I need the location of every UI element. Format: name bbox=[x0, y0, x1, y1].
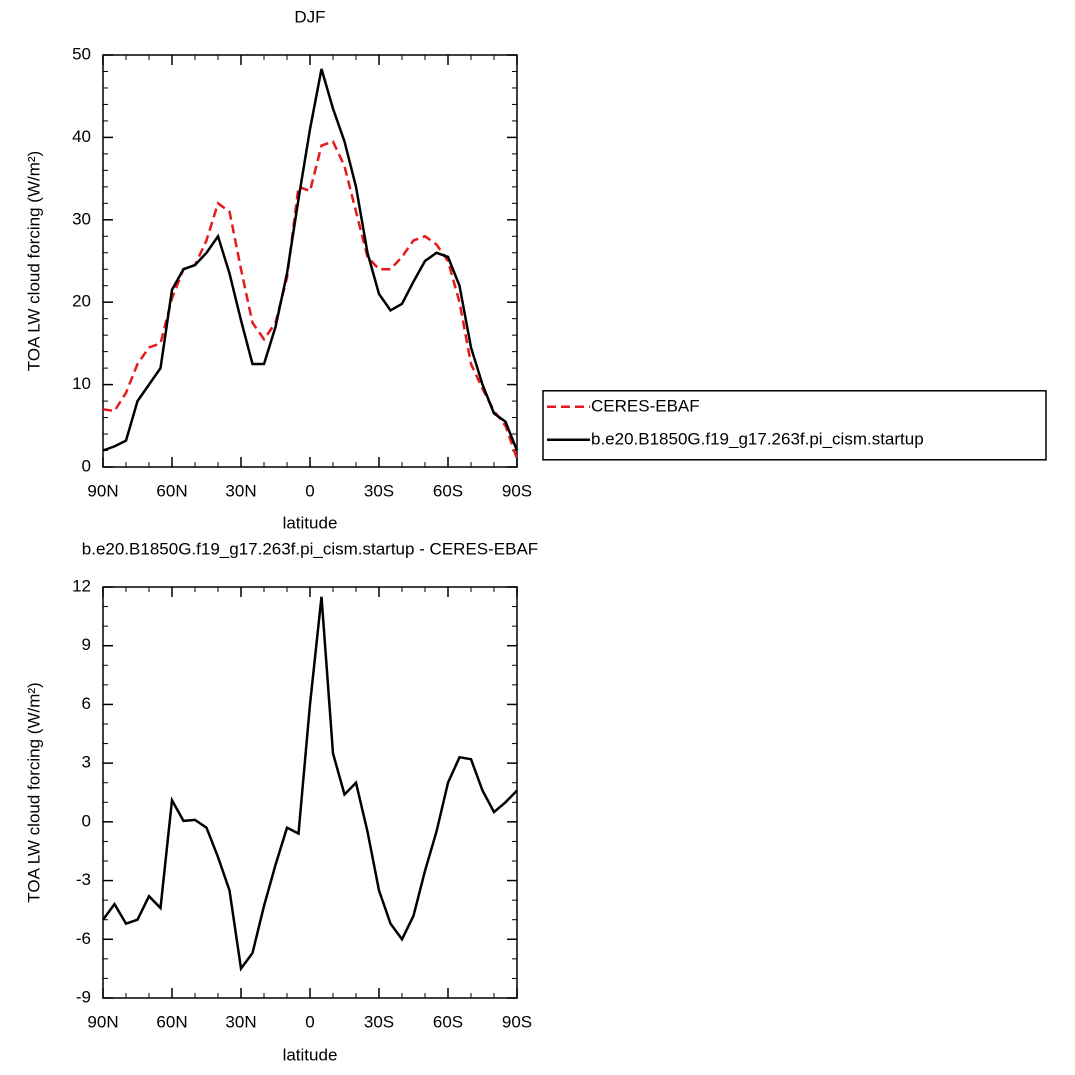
x-tick-label: 30N bbox=[225, 1012, 256, 1031]
y-axis-label: TOA LW cloud forcing (W/m²) bbox=[24, 682, 43, 902]
y-axis-label: TOA LW cloud forcing (W/m²) bbox=[24, 151, 43, 371]
chart-title: b.e20.B1850G.f19_g17.263f.pi_cism.startu… bbox=[82, 539, 538, 558]
y-tick-label: 12 bbox=[72, 576, 91, 595]
x-tick-label: 60N bbox=[156, 1012, 187, 1031]
data-line bbox=[102, 68, 519, 452]
x-axis-label: latitude bbox=[283, 513, 338, 532]
y-tick-label: 30 bbox=[72, 209, 91, 228]
x-axis-label: latitude bbox=[283, 1045, 338, 1064]
x-tick-label: 30S bbox=[364, 1012, 394, 1031]
y-tick-label: 40 bbox=[72, 127, 91, 146]
x-tick-label: 60S bbox=[433, 481, 463, 500]
legend-label: CERES-EBAF bbox=[591, 396, 700, 415]
y-tick-label: 50 bbox=[72, 44, 91, 63]
x-tick-label: 60S bbox=[433, 1012, 463, 1031]
x-tick-label: 90N bbox=[87, 481, 118, 500]
chart-title: DJF bbox=[294, 7, 325, 26]
x-tick-label: 90S bbox=[502, 481, 532, 500]
y-tick-label: 3 bbox=[82, 753, 91, 772]
x-tick-label: 0 bbox=[305, 1012, 314, 1031]
data-line bbox=[101, 596, 518, 972]
x-tick-label: 90S bbox=[502, 1012, 532, 1031]
y-tick-label: -6 bbox=[76, 929, 91, 948]
y-tick-label: 0 bbox=[82, 811, 91, 830]
y-tick-label: 0 bbox=[82, 456, 91, 475]
plot-frame bbox=[102, 54, 518, 468]
x-tick-label: 30S bbox=[364, 481, 394, 500]
legend-frame bbox=[542, 390, 1047, 461]
x-tick-label: 30N bbox=[225, 481, 256, 500]
x-tick-label: 60N bbox=[156, 481, 187, 500]
y-tick-label: 20 bbox=[72, 292, 91, 311]
x-tick-label: 0 bbox=[305, 481, 314, 500]
y-tick-label: 10 bbox=[72, 374, 91, 393]
plot-frame bbox=[102, 586, 518, 999]
y-tick-label: -9 bbox=[76, 987, 91, 1006]
data-line bbox=[102, 139, 519, 460]
x-tick-label: 90N bbox=[87, 1012, 118, 1031]
y-tick-label: 6 bbox=[82, 694, 91, 713]
y-tick-label: 9 bbox=[82, 635, 91, 654]
legend-label: b.e20.B1850G.f19_g17.263f.pi_cism.startu… bbox=[591, 429, 924, 448]
y-tick-label: -3 bbox=[76, 870, 91, 889]
